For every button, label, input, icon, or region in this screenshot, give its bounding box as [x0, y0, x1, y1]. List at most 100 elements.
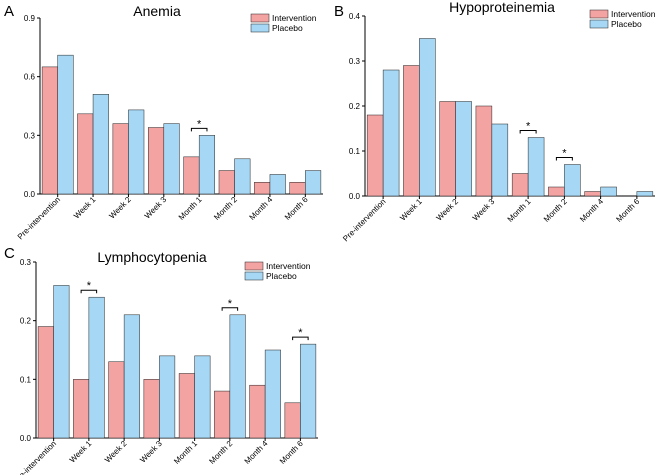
- chart-a-significance-star: *: [197, 118, 202, 130]
- chart-c-bar-intervention: [143, 379, 160, 439]
- chart-c-bar-intervention: [284, 402, 301, 439]
- chart-c-bar-placebo: [123, 314, 140, 439]
- chart-a-xtick-label: Month 1: [177, 195, 204, 222]
- chart-b-panel-label: B: [334, 3, 344, 20]
- chart-c-bar-placebo: [300, 343, 317, 439]
- chart-b-significance-star: *: [526, 121, 531, 133]
- chart-b-xtick-label: Week 1: [398, 197, 424, 223]
- chart-a-xtick-label: Week 3: [143, 195, 169, 221]
- chart-b-significance-star: *: [562, 148, 567, 160]
- chart-b-bar-placebo: [600, 186, 617, 197]
- chart-c-xtick-label: Week 2: [103, 439, 129, 465]
- chart-c-bar-intervention: [249, 384, 266, 439]
- chart-b-xtick-label: Week 2: [435, 197, 461, 223]
- chart-a-ytick-label: 0.3: [24, 131, 36, 140]
- chart-c-bar-intervention: [178, 373, 195, 439]
- chart-a-bar-intervention: [77, 113, 94, 195]
- chart-a-bar-intervention: [218, 170, 235, 195]
- chart-c-panel-label: C: [4, 245, 15, 262]
- chart-a-xtick-label: Month 6: [283, 195, 310, 222]
- chart-b-xtick-label: Pre-intervention: [341, 197, 387, 243]
- chart-c-bar-placebo: [229, 314, 246, 439]
- chart-c-xtick-label: Week 1: [68, 439, 94, 465]
- chart-a-bar-placebo: [198, 135, 216, 195]
- chart-b-bar-intervention: [403, 65, 420, 197]
- chart-c-title: Lymphocytopenia: [97, 249, 206, 265]
- chart-b-bar-placebo: [419, 38, 436, 197]
- chart-a-xtick-label: Pre-intervention: [16, 195, 62, 241]
- chart-b-significance-bracket: [555, 157, 573, 161]
- chart-c-legend-label-placebo: Placebo: [266, 271, 297, 281]
- chart-c-significance-bracket: [221, 307, 239, 311]
- chart-c-bar-placebo: [194, 355, 211, 439]
- chart-c-legend-swatch-placebo: [244, 271, 264, 281]
- chart-a-bar-intervention: [254, 182, 271, 195]
- chart-b-bar-intervention: [439, 101, 456, 197]
- chart-b-legend-swatch-placebo: [589, 19, 609, 29]
- chart-b-legend-label-intervention: Intervention: [611, 9, 656, 19]
- chart-b-xtick-label: Month 2: [542, 197, 569, 224]
- chart-a-ytick-label: 0.0: [24, 190, 36, 199]
- chart-b-bar-intervention: [475, 105, 493, 197]
- chart-c-significance-star: *: [298, 327, 303, 339]
- chart-a-bar-intervention: [147, 127, 165, 195]
- chart-c-xtick-label: Pre-intervention: [12, 439, 58, 475]
- chart-a-bar-placebo: [305, 170, 322, 195]
- chart-a-xtick-label: Week 1: [72, 195, 98, 221]
- chart-c-ytick-label: 0.3: [20, 258, 32, 267]
- chart-c-significance-star: *: [87, 280, 92, 292]
- chart-c-bar-placebo: [159, 355, 176, 439]
- chart-b-bar-placebo: [491, 123, 509, 197]
- chart-a-bar-placebo: [269, 174, 286, 195]
- chart-b-bar-intervention: [584, 191, 601, 197]
- chart-c-ytick-label: 0.0: [20, 434, 32, 443]
- chart-a-legend-swatch-intervention: [250, 13, 270, 23]
- chart-c-legend-swatch-intervention: [244, 261, 264, 271]
- chart-c-ytick-label: 0.2: [20, 317, 32, 326]
- chart-b-xtick-label: Month 4: [578, 197, 605, 224]
- chart-a-ytick-label: 0.6: [24, 73, 36, 82]
- chart-c-bar-placebo: [53, 285, 70, 439]
- chart-a-title: Anemia: [133, 3, 181, 19]
- chart-a-bar-placebo: [163, 123, 180, 195]
- chart-b-bar-placebo: [455, 101, 472, 197]
- chart-a-bar-placebo: [57, 54, 74, 195]
- chart-a-xtick-label: Month 2: [212, 195, 239, 222]
- chart-a-bar-intervention: [183, 156, 200, 195]
- chart-a-significance-bracket: [190, 127, 208, 132]
- chart-b-bar-intervention: [548, 186, 565, 197]
- chart-b-bar-placebo: [636, 191, 654, 197]
- chart-a-legend-label-intervention: Intervention: [272, 13, 317, 23]
- chart-a-bar-intervention: [289, 182, 306, 195]
- chart-a-bar-placebo: [92, 94, 109, 195]
- chart-c-bar-intervention: [108, 361, 125, 439]
- chart-c-legend-label-intervention: Intervention: [266, 261, 311, 271]
- chart-b-xtick-label: Week 3: [471, 197, 497, 223]
- chart-b-bar-placebo: [382, 69, 400, 197]
- chart-b-bar-intervention: [511, 173, 529, 197]
- chart-b-ytick-label: 0.3: [349, 57, 361, 66]
- chart-c-significance-star: *: [228, 298, 233, 310]
- chart-a-bar-intervention: [41, 66, 58, 195]
- chart-c-bar-placebo: [88, 296, 105, 439]
- chart-a-xtick-label: Month 4: [248, 195, 275, 222]
- chart-c-xtick-label: Month 6: [278, 439, 305, 466]
- chart-b-significance-bracket: [519, 130, 537, 134]
- chart-b-ytick-label: 0.1: [349, 147, 361, 156]
- chart-a-legend-label-placebo: Placebo: [272, 23, 303, 33]
- chart-b-xtick-label: Month 1: [506, 197, 533, 224]
- chart-b-xtick-label: Month 6: [614, 197, 641, 224]
- chart-a-xtick-label: Week 2: [107, 195, 133, 221]
- chart-a-bar-intervention: [112, 123, 129, 195]
- chart-c-bar-placebo: [264, 349, 281, 439]
- chart-b-bar-placebo: [527, 137, 545, 197]
- chart-b-ytick-label: 0.2: [349, 102, 361, 111]
- chart-b-ytick-label: 0.4: [349, 12, 361, 21]
- chart-b-legend-label-placebo: Placebo: [611, 19, 642, 29]
- chart-b-title: Hypoproteinemia: [449, 0, 555, 15]
- chart-c-bar-intervention: [214, 390, 231, 439]
- chart-c-bar-intervention: [37, 326, 54, 439]
- chart-a-ytick-label: 0.9: [24, 14, 36, 23]
- chart-b-legend-swatch-intervention: [589, 9, 609, 19]
